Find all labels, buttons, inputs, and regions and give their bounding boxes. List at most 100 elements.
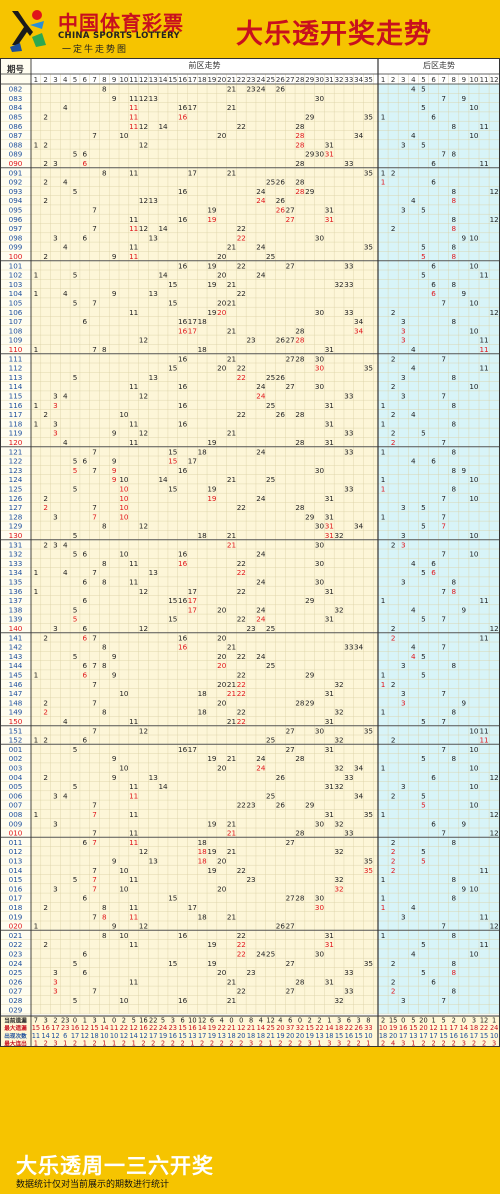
back-hit: 11 <box>479 271 488 280</box>
front-number-header: 1 <box>34 76 38 84</box>
front-number-header: 11 <box>129 76 138 84</box>
issue-label: 024 <box>9 959 23 968</box>
stats-front-value: 37 <box>286 1024 294 1032</box>
back-hit: 3 <box>401 996 406 1005</box>
front-hit: 21 <box>227 531 236 540</box>
back-hit: 3 <box>401 540 406 549</box>
back-hit: 7 <box>441 522 446 531</box>
front-hit: 22 <box>237 866 246 875</box>
stats-front-value: 20 <box>296 1032 304 1040</box>
front-hit: 21 <box>227 829 236 838</box>
back-hit: 1 <box>381 894 386 903</box>
issue-label: 124 <box>9 475 23 484</box>
issue-label: 011 <box>9 838 23 847</box>
issue-label: 101 <box>9 261 23 270</box>
front-hit: 7 <box>92 838 97 847</box>
stats-front-value: 23 <box>169 1024 177 1032</box>
issue-label: 085 <box>9 113 23 122</box>
footer-note: 数据统计仅对当前展示的期数进行统计 <box>16 1180 170 1190</box>
front-hit: 16 <box>178 559 188 568</box>
stats-front-value: 2 <box>210 1040 214 1048</box>
front-hit: 6 <box>83 233 88 242</box>
stats-front-value: 12 <box>266 1016 274 1024</box>
stats-back-value: 20 <box>419 1024 427 1032</box>
back-hit: 5 <box>421 652 426 661</box>
front-hit: 5 <box>73 959 78 968</box>
front-hit: 30 <box>315 903 325 912</box>
back-hit: 12 <box>490 308 499 317</box>
front-hit: 27 <box>286 354 295 363</box>
front-number-header: 33 <box>344 76 353 84</box>
front-hit: 30 <box>315 559 325 568</box>
issue-label: 008 <box>9 810 23 819</box>
back-hit: 10 <box>469 326 479 335</box>
front-hit: 6 <box>83 661 88 670</box>
issue-label: 147 <box>9 689 23 698</box>
front-hit: 7 <box>92 726 97 735</box>
front-hit: 34 <box>354 326 364 335</box>
front-hit: 33 <box>344 829 353 838</box>
front-hit: 26 <box>276 773 286 782</box>
stats-back-value: 3 <box>472 1016 476 1024</box>
front-hit: 25 <box>266 475 275 484</box>
issue-label: 148 <box>9 698 23 707</box>
front-hit: 23 <box>246 624 255 633</box>
stats-back-value: 5 <box>442 1016 446 1024</box>
front-hit: 22 <box>237 364 246 373</box>
front-hit: 14 <box>158 271 168 280</box>
stats-back-value: 3 <box>462 1040 466 1048</box>
front-hit: 1 <box>34 345 39 354</box>
stats-back-value: 5 <box>411 1016 415 1024</box>
back-hit: 3 <box>401 373 406 382</box>
front-hit: 7 <box>92 829 97 838</box>
back-hit: 8 <box>451 447 456 456</box>
back-number-header: 6 <box>431 76 436 84</box>
brand-name-english: CHINA SPORTS LOTTERY <box>58 31 180 41</box>
back-hit: 3 <box>401 206 406 215</box>
issue-label: 010 <box>9 829 23 838</box>
back-hit: 5 <box>421 206 426 215</box>
stats-front-value: 12 <box>81 1024 89 1032</box>
stats-back-value: 10 <box>490 1032 498 1040</box>
back-hit: 9 <box>462 466 467 475</box>
stats-front-value: 17 <box>71 1032 79 1040</box>
back-hit: 7 <box>441 643 446 652</box>
front-hit: 10 <box>119 503 129 512</box>
back-hit: 7 <box>441 689 446 698</box>
back-hit: 3 <box>401 336 406 345</box>
front-hit: 10 <box>119 410 129 419</box>
back-hit: 3 <box>401 698 406 707</box>
back-hit: 8 <box>451 987 456 996</box>
front-hit: 20 <box>217 633 227 642</box>
stats-back-value: 19 <box>389 1024 397 1032</box>
front-hit: 29 <box>305 596 315 605</box>
front-hit: 4 <box>63 568 68 577</box>
front-hit: 7 <box>92 131 97 140</box>
front-hit: 31 <box>325 512 334 521</box>
front-hit: 2 <box>43 410 48 419</box>
stats-front-value: 20 <box>237 1032 245 1040</box>
stats-front-value: 17 <box>51 1024 59 1032</box>
front-hit: 15 <box>168 615 177 624</box>
front-hit: 35 <box>364 243 373 252</box>
front-hit: 10 <box>119 866 129 875</box>
front-hit: 11 <box>129 559 138 568</box>
back-hit: 8 <box>451 122 456 131</box>
back-hit: 9 <box>462 233 467 242</box>
front-hit: 21 <box>227 103 236 112</box>
front-hit: 6 <box>83 150 88 159</box>
front-hit: 19 <box>207 847 217 856</box>
stats-back-value: 20 <box>419 1016 427 1024</box>
back-hit: 3 <box>401 326 406 335</box>
front-hit: 22 <box>237 122 246 131</box>
stats-front-value: 15 <box>306 1024 314 1032</box>
front-hit: 28 <box>295 754 305 763</box>
front-hit: 18 <box>198 531 208 540</box>
issue-label: 149 <box>9 708 23 717</box>
stats-front-value: 4 <box>259 1016 263 1024</box>
front-hit: 21 <box>227 912 236 921</box>
stats-back-value: 2 <box>482 1040 486 1048</box>
front-hit: 35 <box>364 959 373 968</box>
front-hit: 35 <box>364 857 373 866</box>
stats-front-value: 2 <box>180 1040 184 1048</box>
